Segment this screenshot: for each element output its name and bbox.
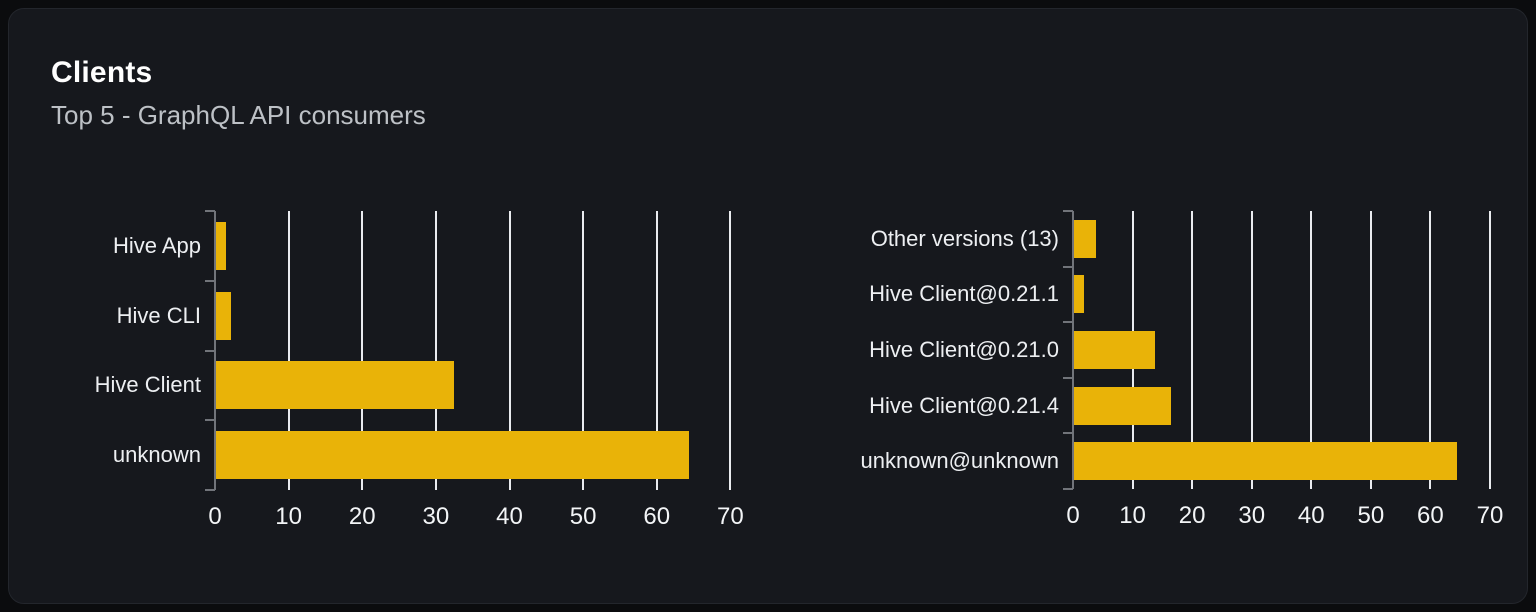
y-axis-line [1072, 211, 1074, 489]
bar[interactable] [216, 431, 690, 480]
y-axis-tick [1063, 265, 1073, 268]
x-tick-label: 20 [348, 503, 376, 530]
y-axis-tick [205, 349, 215, 352]
x-tick-label: 30 [1238, 502, 1266, 529]
gridline [508, 211, 511, 490]
x-tick-label: 50 [569, 503, 597, 530]
x-tick-label: 10 [275, 503, 302, 530]
bar[interactable] [1074, 275, 1084, 314]
gridline [1191, 211, 1194, 489]
y-axis-tick [205, 210, 215, 212]
card-header: Clients Top 5 - GraphQL API consumers [51, 55, 426, 131]
y-axis-tick [205, 489, 215, 491]
bar[interactable] [1074, 331, 1155, 369]
y-axis-tick [205, 419, 215, 422]
x-tick-label: 20 [1178, 502, 1206, 529]
gridline [1310, 211, 1313, 489]
category-label: Other versions (13) [870, 225, 1059, 251]
x-tick-label: 70 [1476, 502, 1504, 529]
x-tick-label: 30 [422, 503, 450, 530]
y-axis-tick [1063, 432, 1073, 435]
bar[interactable] [216, 361, 454, 410]
gridline [582, 211, 585, 490]
y-axis-tick [1063, 376, 1073, 379]
x-tick-label: 60 [1417, 502, 1444, 529]
bar[interactable] [1074, 442, 1458, 481]
bar[interactable] [216, 291, 231, 340]
bar[interactable] [1074, 386, 1172, 425]
y-axis-tick [1063, 488, 1073, 490]
y-axis-tick [1063, 210, 1073, 212]
clients-card: Clients Top 5 - GraphQL API consumers [8, 8, 1528, 604]
category-label: Hive Client [94, 372, 201, 398]
x-tick-label: 70 [717, 503, 744, 530]
y-axis-tick [1063, 321, 1073, 324]
y-axis-line [214, 211, 216, 490]
category-label: Hive CLI [116, 302, 201, 328]
category-label: unknown@unknown [860, 448, 1059, 474]
x-tick-label: 0 [208, 503, 222, 530]
gridline [1250, 211, 1253, 489]
card-title: Clients [51, 56, 153, 89]
gridline [434, 211, 437, 490]
gridline [1369, 211, 1372, 489]
category-label: unknown [112, 442, 201, 468]
category-label: Hive Client@0.21.4 [869, 392, 1059, 418]
x-tick-label: 60 [643, 503, 671, 530]
gridline [1488, 211, 1491, 489]
bar[interactable] [1074, 219, 1097, 258]
category-label: Hive App [112, 232, 201, 258]
gridline [361, 211, 364, 490]
category-label: Hive Client@0.21.1 [869, 281, 1059, 307]
gridline [729, 211, 732, 490]
y-axis-tick [205, 279, 215, 282]
x-tick-label: 40 [1297, 502, 1325, 529]
x-tick-label: 10 [1119, 502, 1146, 529]
x-tick-label: 0 [1066, 502, 1080, 529]
gridline [287, 211, 290, 490]
x-tick-label: 50 [1357, 502, 1385, 529]
card-subtitle: Top 5 - GraphQL API consumers [51, 100, 426, 130]
bar[interactable] [216, 221, 227, 270]
x-tick-label: 40 [496, 503, 523, 530]
gridline [655, 211, 658, 490]
gridline [1429, 211, 1432, 489]
category-label: Hive Client@0.21.0 [869, 337, 1059, 362]
